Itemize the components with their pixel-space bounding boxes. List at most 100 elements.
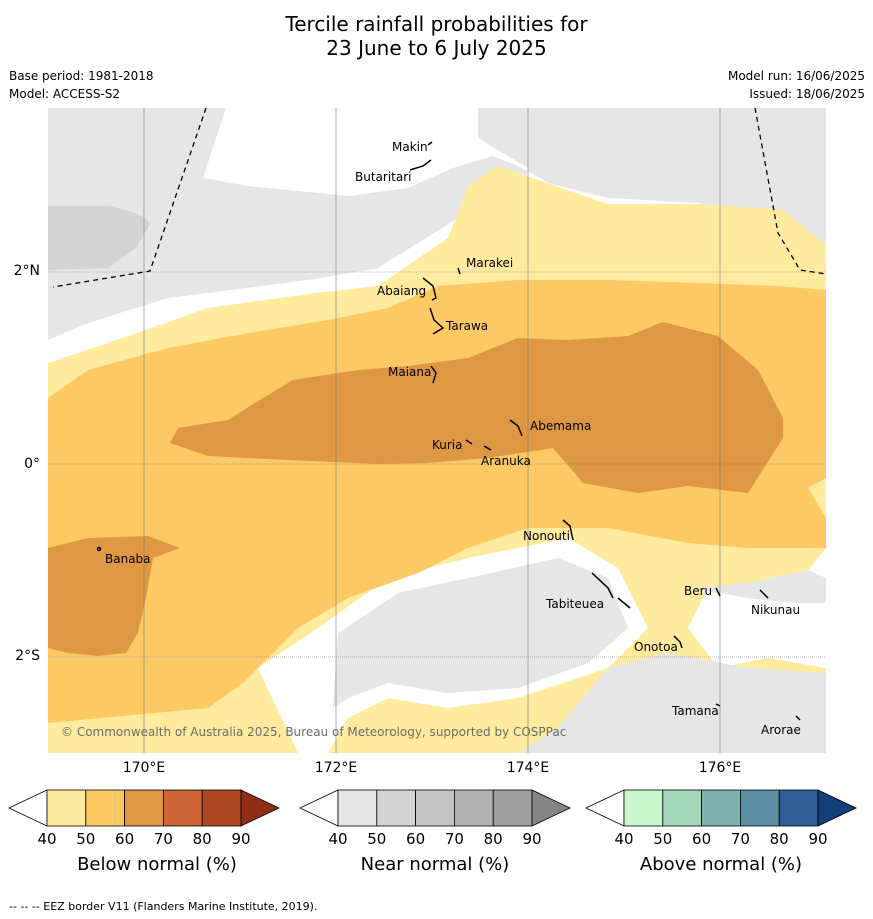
lat-tick-2n: 2°N [13, 263, 40, 279]
colorbar-tick-label: 70 [153, 830, 173, 848]
colorbar-segment [337, 789, 378, 827]
lat-tick-2s: 2°S [15, 648, 40, 664]
colorbar-above-normal [585, 789, 857, 827]
grid-lines [48, 108, 826, 753]
island-shape-onotoa [673, 635, 683, 649]
lon-tick-174e: 174°E [506, 760, 550, 776]
near-normal-50-region [48, 206, 150, 270]
island-shape-abaiang [422, 277, 437, 301]
island-shape-arorae [795, 715, 801, 721]
colorbar-tick-label: 40 [37, 830, 57, 848]
colorbar-tick-label: 80 [192, 830, 212, 848]
colorbar-segment [46, 789, 87, 827]
lon-tick-176e: 176°E [698, 760, 742, 776]
island-shape-maiana [430, 365, 437, 384]
colorbar-title-near: Near normal (%) [360, 854, 510, 875]
colorbar-tick-label: 90 [808, 830, 828, 848]
island-label: Makin [392, 140, 428, 154]
colorbar-segment [415, 789, 455, 827]
island-label: Banaba [105, 552, 151, 566]
island-shape-beru [715, 587, 721, 597]
island-label: Maiana [388, 365, 431, 379]
island-label: Arorae [761, 723, 801, 737]
colorbar-segment [701, 789, 741, 827]
colorbar-tick-label: 70 [730, 830, 750, 848]
near-normal-southeast [518, 653, 826, 753]
copyright-notice: © Commonwealth of Australia 2025, Bureau… [61, 725, 566, 739]
island-label: Kuria [432, 438, 463, 452]
island-shape-nikunau [759, 589, 769, 599]
title-line-2: 23 June to 6 July 2025 [326, 36, 547, 60]
colorbar-tick-label: 80 [769, 830, 789, 848]
island-shape-kuria [465, 439, 473, 445]
colorbar-segment [623, 789, 664, 827]
colorbar-segment [201, 789, 242, 827]
colorbar-segment [778, 789, 819, 827]
colorbar-tick-label: 90 [231, 830, 251, 848]
eez-border [52, 108, 826, 288]
lon-tick-172e: 172°E [314, 760, 358, 776]
below-normal-60-banaba [48, 536, 180, 656]
colorbar-tick-label: 90 [522, 830, 542, 848]
colorbar-segment [453, 789, 494, 827]
colorbar-title-below: Below normal (%) [77, 854, 237, 875]
island-shape-abemama [509, 419, 523, 437]
colorbar-segment [162, 789, 203, 827]
island-label: Marakei [466, 256, 513, 270]
eez-footnote: -- -- -- EEZ border V11 (Flanders Marine… [9, 900, 318, 913]
island-label: Abemama [530, 419, 591, 433]
colorbar-tick-label: 60 [692, 830, 712, 848]
island-label: Tamana [671, 704, 719, 718]
island-shape-tabiteuea [591, 572, 631, 609]
lon-tick-170e: 170°E [122, 760, 166, 776]
colorbar-title-above: Above normal (%) [639, 854, 803, 875]
island-shape-tamana [715, 703, 721, 707]
colorbar-tick-label: 50 [76, 830, 96, 848]
colorbar-near-normal [299, 789, 571, 827]
issued-date: Issued: 18/06/2025 [749, 87, 865, 101]
colorbar-tick-label: 40 [614, 830, 634, 848]
island-shape-marakei [457, 267, 461, 275]
island-shape-banaba [96, 546, 102, 552]
title-line-1: Tercile rainfall probabilities for [285, 12, 588, 36]
colorbar-tick-label: 60 [115, 830, 135, 848]
colorbar-segment [492, 789, 533, 827]
colorbar-segment [85, 789, 126, 827]
island-shape-tarawa [429, 307, 445, 335]
base-period: Base period: 1981-2018 [9, 69, 154, 83]
probability-map: Makin Butaritari Marakei Abaiang Tarawa … [48, 108, 826, 753]
island-shape-aranuka [483, 445, 492, 451]
island-shape-makin [427, 141, 433, 146]
island-label: Aranuka [481, 454, 531, 468]
meta-right: Model run: 16/06/2025 Issued: 18/06/2025 [728, 67, 865, 103]
colorbar-segment [124, 789, 164, 827]
near-normal-south [333, 558, 628, 708]
island-shape-butaritari [409, 159, 432, 171]
model-run: Model run: 16/06/2025 [727, 69, 865, 83]
model-name: Model: ACCESS-S2 [9, 87, 121, 101]
island-label: Onotoa [634, 640, 678, 654]
island-outlines [96, 141, 801, 721]
meta-left: Base period: 1981-2018 Model: ACCESS-S2 [9, 67, 154, 103]
island-label: Tarawa [445, 319, 488, 333]
island-shape-nonouti [562, 519, 574, 541]
colorbar-segment [376, 789, 417, 827]
near-normal-east [688, 570, 826, 603]
island-label: Nonouti [523, 529, 570, 543]
colorbar-below-normal [8, 789, 280, 827]
colorbar-tick-label: 80 [483, 830, 503, 848]
lat-tick-0: 0° [24, 456, 40, 472]
island-label: Beru [684, 584, 712, 598]
island-label: Tabiteuea [545, 597, 604, 611]
colorbar-segment [662, 789, 703, 827]
below-normal-60-central [170, 322, 783, 493]
colorbar-tick-label: 60 [406, 830, 426, 848]
map-title: Tercile rainfall probabilities for 23 Ju… [0, 12, 873, 60]
colorbar-tick-label: 50 [653, 830, 673, 848]
colorbar-tick-label: 70 [444, 830, 464, 848]
colorbar-tick-label: 40 [328, 830, 348, 848]
colorbar-segment [739, 789, 780, 827]
island-label: Abaiang [377, 284, 426, 298]
island-label: Nikunau [751, 603, 800, 617]
colorbar-tick-label: 50 [367, 830, 387, 848]
